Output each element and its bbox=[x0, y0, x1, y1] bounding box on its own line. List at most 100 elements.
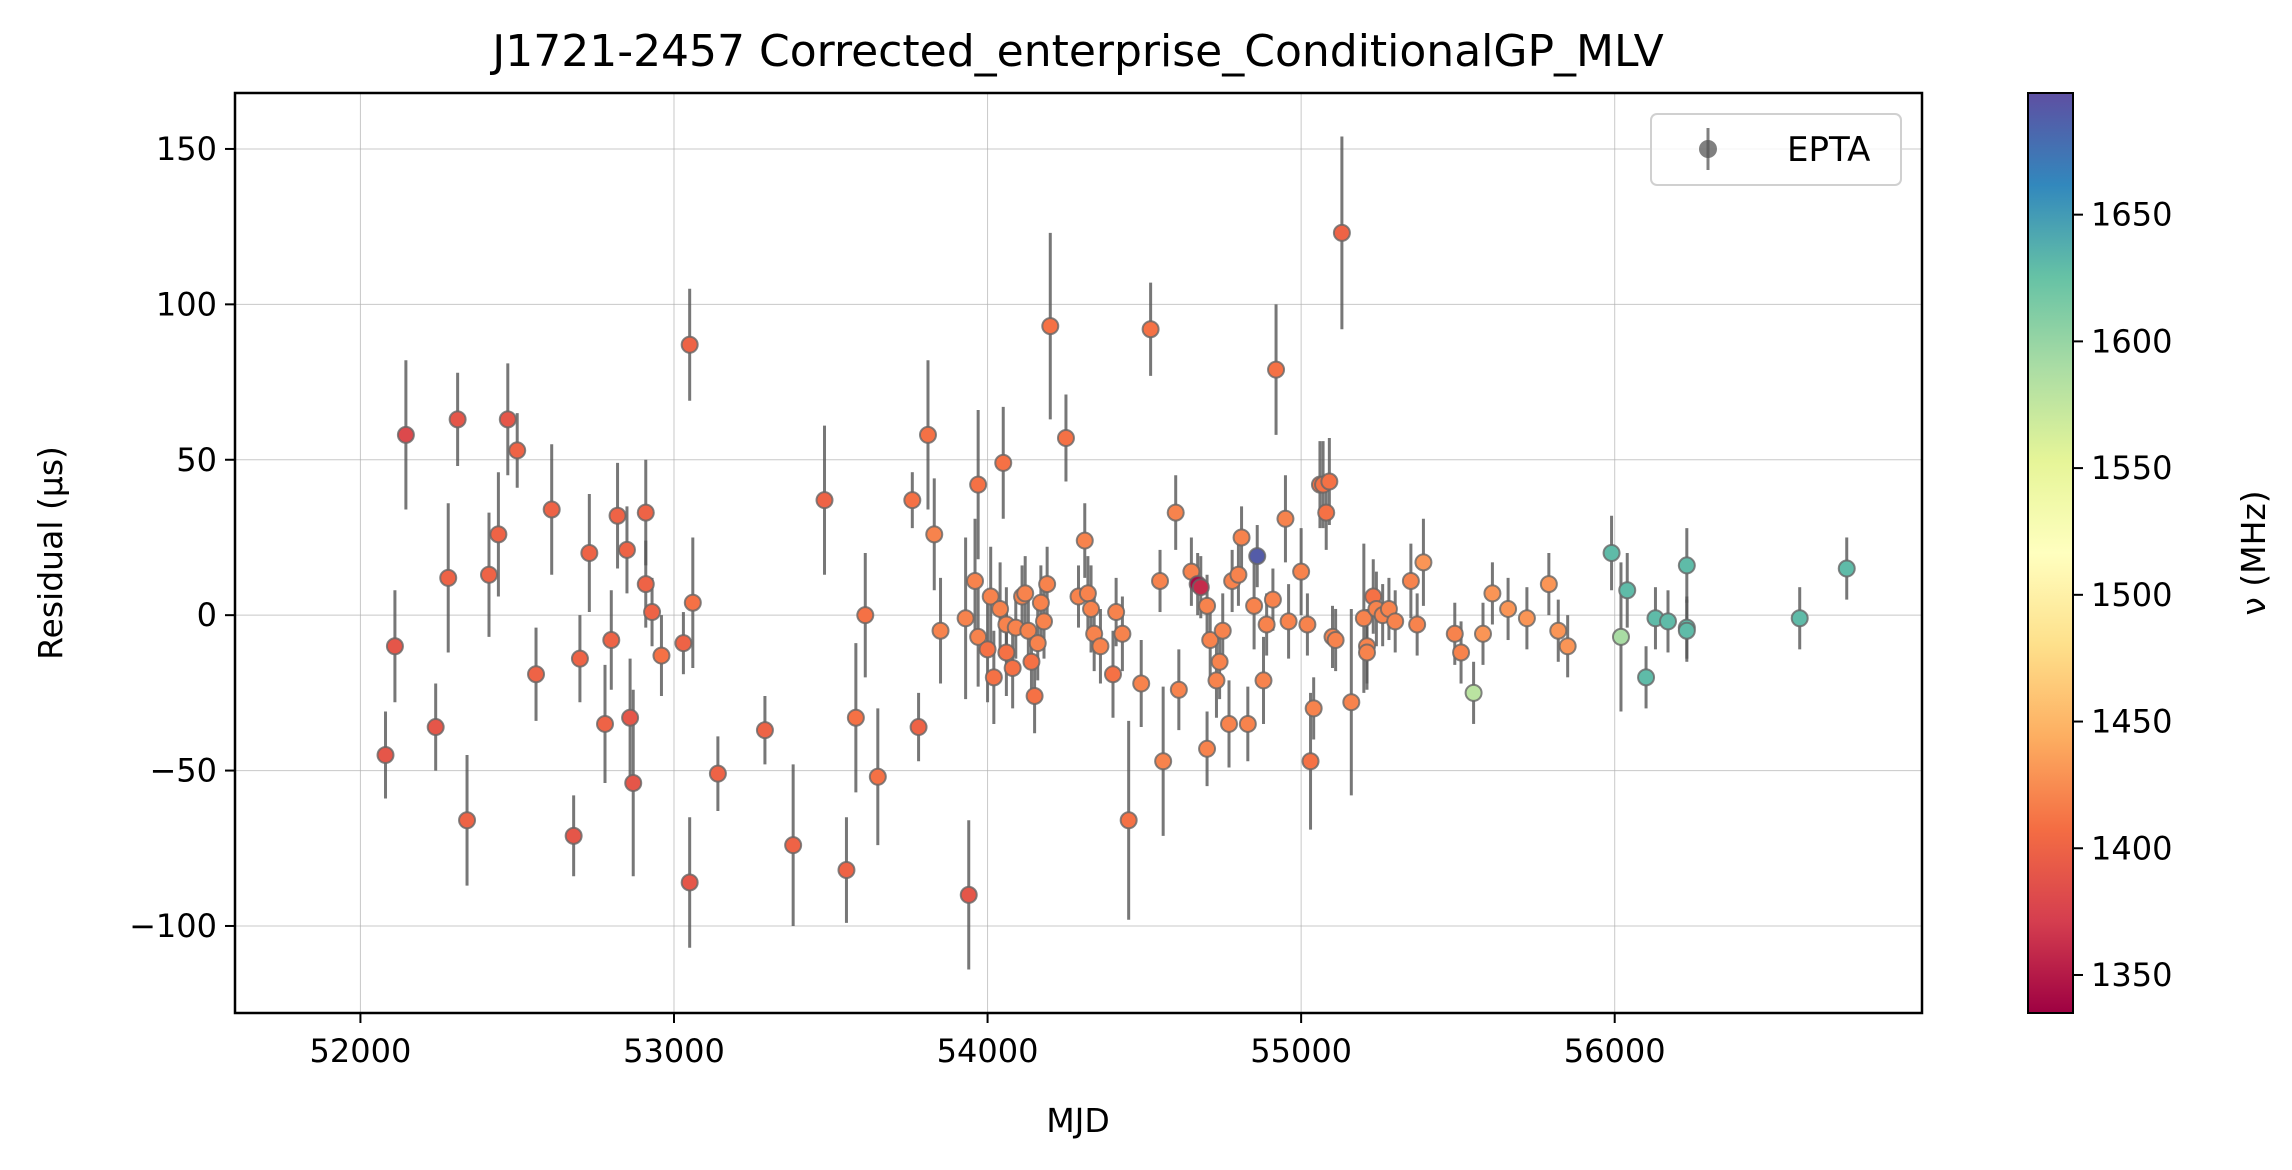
x-tick-label: 54000 bbox=[937, 1032, 1039, 1070]
data-point bbox=[1354, 609, 1373, 628]
data-point bbox=[426, 718, 445, 737]
data-point bbox=[527, 665, 546, 684]
data-point bbox=[602, 631, 621, 650]
data-point bbox=[396, 425, 415, 444]
data-point bbox=[1238, 714, 1257, 733]
data-point bbox=[1056, 429, 1075, 447]
data-point bbox=[1166, 503, 1185, 522]
data-point bbox=[991, 599, 1010, 618]
colorbar-tick-label: 1450 bbox=[2091, 703, 2172, 741]
x-tick-label: 55000 bbox=[1250, 1032, 1352, 1070]
data-point bbox=[755, 721, 774, 740]
data-point bbox=[918, 425, 937, 444]
data-point bbox=[1022, 652, 1041, 671]
data-point bbox=[1207, 671, 1226, 690]
data-point bbox=[966, 571, 985, 590]
data-point bbox=[1267, 360, 1286, 379]
data-point bbox=[1677, 621, 1696, 640]
x-axis-ticks: 52000 53000 54000 55000 56000 bbox=[310, 1013, 1666, 1070]
data-point bbox=[1357, 643, 1376, 662]
data-point bbox=[1659, 612, 1678, 631]
data-point bbox=[1276, 509, 1295, 528]
data-point bbox=[1298, 615, 1317, 634]
data-point bbox=[643, 603, 662, 622]
colorbar-tick-label: 1400 bbox=[2091, 829, 2172, 867]
data-point bbox=[1452, 643, 1471, 662]
data-point bbox=[1408, 615, 1427, 634]
data-point bbox=[815, 491, 834, 510]
y-tick-label: 150 bbox=[156, 130, 217, 168]
data-point bbox=[1119, 811, 1138, 830]
data-point bbox=[621, 708, 640, 727]
data-point bbox=[868, 767, 887, 786]
data-point bbox=[959, 885, 978, 904]
plot-frame bbox=[233, 91, 1924, 1015]
data-point bbox=[1558, 637, 1577, 656]
data-point bbox=[1257, 615, 1276, 634]
data-point bbox=[1445, 624, 1464, 643]
data-point bbox=[508, 441, 527, 460]
data-point bbox=[1611, 627, 1630, 646]
data-point bbox=[1837, 559, 1856, 578]
data-point bbox=[1154, 752, 1173, 771]
data-point bbox=[596, 714, 615, 733]
data-point bbox=[997, 643, 1016, 662]
data-point bbox=[680, 873, 699, 892]
data-point bbox=[1201, 631, 1220, 650]
data-point bbox=[564, 826, 583, 845]
data-point bbox=[636, 575, 655, 594]
data-point bbox=[909, 718, 928, 737]
data-point bbox=[1107, 603, 1126, 622]
data-point bbox=[385, 637, 404, 656]
data-point bbox=[1618, 581, 1637, 600]
data-point bbox=[981, 587, 1000, 606]
data-point bbox=[580, 544, 599, 562]
data-point bbox=[1474, 624, 1493, 643]
data-point bbox=[1254, 671, 1273, 690]
data-point bbox=[1210, 652, 1229, 671]
data-point bbox=[1301, 752, 1320, 771]
colorbar-label: ν (MHz) bbox=[2234, 490, 2273, 615]
data-point bbox=[608, 506, 627, 525]
data-point bbox=[617, 540, 636, 559]
data-point bbox=[1025, 686, 1044, 705]
data-point bbox=[846, 708, 865, 727]
data-point bbox=[984, 668, 1003, 687]
data-point bbox=[1213, 621, 1232, 640]
data-point bbox=[1245, 596, 1264, 615]
y-tick-label: 100 bbox=[156, 285, 217, 323]
legend-box bbox=[1650, 113, 1902, 186]
data-point bbox=[1229, 565, 1248, 584]
data-point bbox=[969, 627, 988, 646]
data-point bbox=[1401, 571, 1420, 590]
data-point bbox=[903, 491, 922, 510]
data-point bbox=[624, 774, 643, 792]
data-point bbox=[1103, 665, 1122, 684]
data-point bbox=[1790, 609, 1809, 628]
legend: EPTA bbox=[1650, 113, 1902, 186]
data-point bbox=[1198, 596, 1217, 615]
y-axis-label: Residual (μs) bbox=[31, 446, 70, 660]
data-point bbox=[489, 525, 508, 544]
y-tick-label: 0 bbox=[197, 596, 217, 634]
data-point bbox=[1320, 472, 1339, 491]
data-point bbox=[636, 503, 655, 522]
data-point bbox=[498, 410, 517, 429]
data-point bbox=[1483, 584, 1502, 603]
data-point bbox=[1019, 621, 1038, 640]
data-point bbox=[1464, 683, 1483, 702]
data-point bbox=[856, 606, 875, 625]
data-point bbox=[784, 836, 803, 855]
data-point bbox=[1292, 562, 1311, 581]
data-point bbox=[994, 453, 1013, 472]
legend-label: EPTA bbox=[1787, 130, 1870, 170]
data-point bbox=[458, 811, 477, 830]
data-point bbox=[1141, 320, 1160, 339]
data-point bbox=[1031, 593, 1050, 612]
colorbar-ticks: 1650 1600 1550 1500 1450 1400 1350 bbox=[2073, 196, 2172, 994]
colorbar-tick-label: 1550 bbox=[2091, 449, 2172, 487]
data-point bbox=[376, 746, 395, 765]
data-point bbox=[448, 410, 467, 429]
colorbar-tick-label: 1500 bbox=[2091, 576, 2172, 614]
data-point bbox=[1279, 612, 1298, 631]
